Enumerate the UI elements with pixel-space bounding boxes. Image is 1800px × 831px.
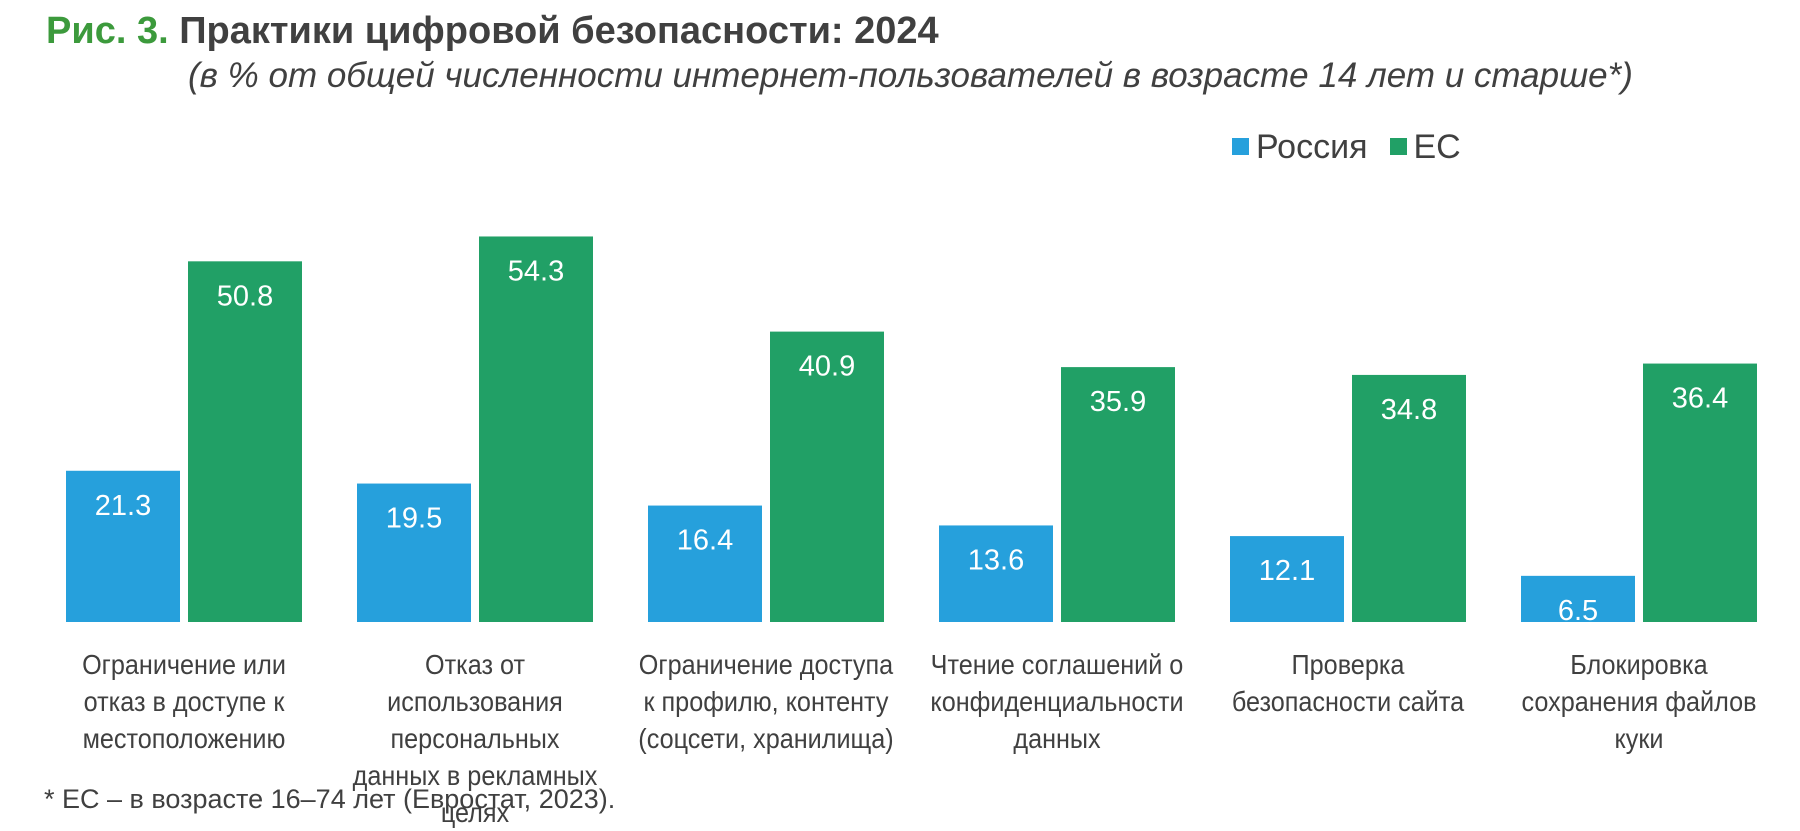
data-label-eu-6: 36.4 xyxy=(1672,383,1728,415)
category-label-4: Чтение соглашений о конфиденциальности д… xyxy=(930,649,1184,754)
bar-eu-3 xyxy=(770,331,884,622)
bar-eu-5 xyxy=(1352,374,1466,622)
data-label-russia-5: 12.1 xyxy=(1259,555,1315,587)
legend-label-eu: ЕС xyxy=(1413,128,1461,166)
category-label-2: Отказ от использования персональных данн… xyxy=(352,649,598,828)
legend-swatch-russia xyxy=(1232,138,1249,155)
legend-swatch-eu xyxy=(1389,138,1407,155)
data-label-russia-2: 19.5 xyxy=(386,503,442,535)
data-label-eu-2: 54.3 xyxy=(508,255,564,287)
chart-subtitle: (в % от общей численности интернет-польз… xyxy=(188,56,1633,95)
data-label-eu-5: 34.8 xyxy=(1381,394,1437,426)
bar-russia-5 xyxy=(1230,536,1344,622)
data-label-russia-1: 21.3 xyxy=(95,490,151,522)
footnote: * ЕС – в возрасте 16–74 лет (Евростат, 2… xyxy=(44,784,616,814)
bar-eu-1 xyxy=(188,261,302,622)
figure-number: Рис. 3. xyxy=(46,10,169,52)
bar-eu-6 xyxy=(1643,363,1757,622)
bar-eu-2 xyxy=(479,236,593,622)
bar-eu-4 xyxy=(1061,367,1175,622)
category-label-1: Ограничение или отказ в доступе к местоп… xyxy=(82,649,286,754)
legend-item-russia: Россия xyxy=(1232,128,1368,167)
bar-russia-3 xyxy=(648,505,762,622)
data-label-eu-3: 40.9 xyxy=(799,351,855,383)
bar-russia-1 xyxy=(66,470,180,622)
title-text: Практики цифровой безопасности: 2024 xyxy=(179,10,939,52)
bar-russia-6 xyxy=(1521,575,1635,622)
data-label-russia-6: 6.5 xyxy=(1558,595,1598,627)
category-label-6: Блокировка сохранения файлов куки xyxy=(1521,649,1757,754)
chart-title: Рис. 3. Практики цифровой безопасности: … xyxy=(46,10,939,53)
data-label-russia-3: 16.4 xyxy=(677,525,733,557)
bar-russia-4 xyxy=(939,525,1053,622)
data-label-russia-4: 13.6 xyxy=(968,544,1024,576)
bar-russia-2 xyxy=(357,483,471,622)
data-label-eu-1: 50.8 xyxy=(217,280,273,312)
legend: Россия ЕС xyxy=(1232,128,1483,167)
legend-label-russia: Россия xyxy=(1256,128,1368,166)
data-label-eu-4: 35.9 xyxy=(1090,386,1146,418)
category-label-3: Ограничение доступа к профилю, контенту … xyxy=(638,649,894,754)
legend-item-eu: ЕС xyxy=(1389,128,1461,167)
category-label-5: Проверка безопасности сайта xyxy=(1231,649,1465,717)
